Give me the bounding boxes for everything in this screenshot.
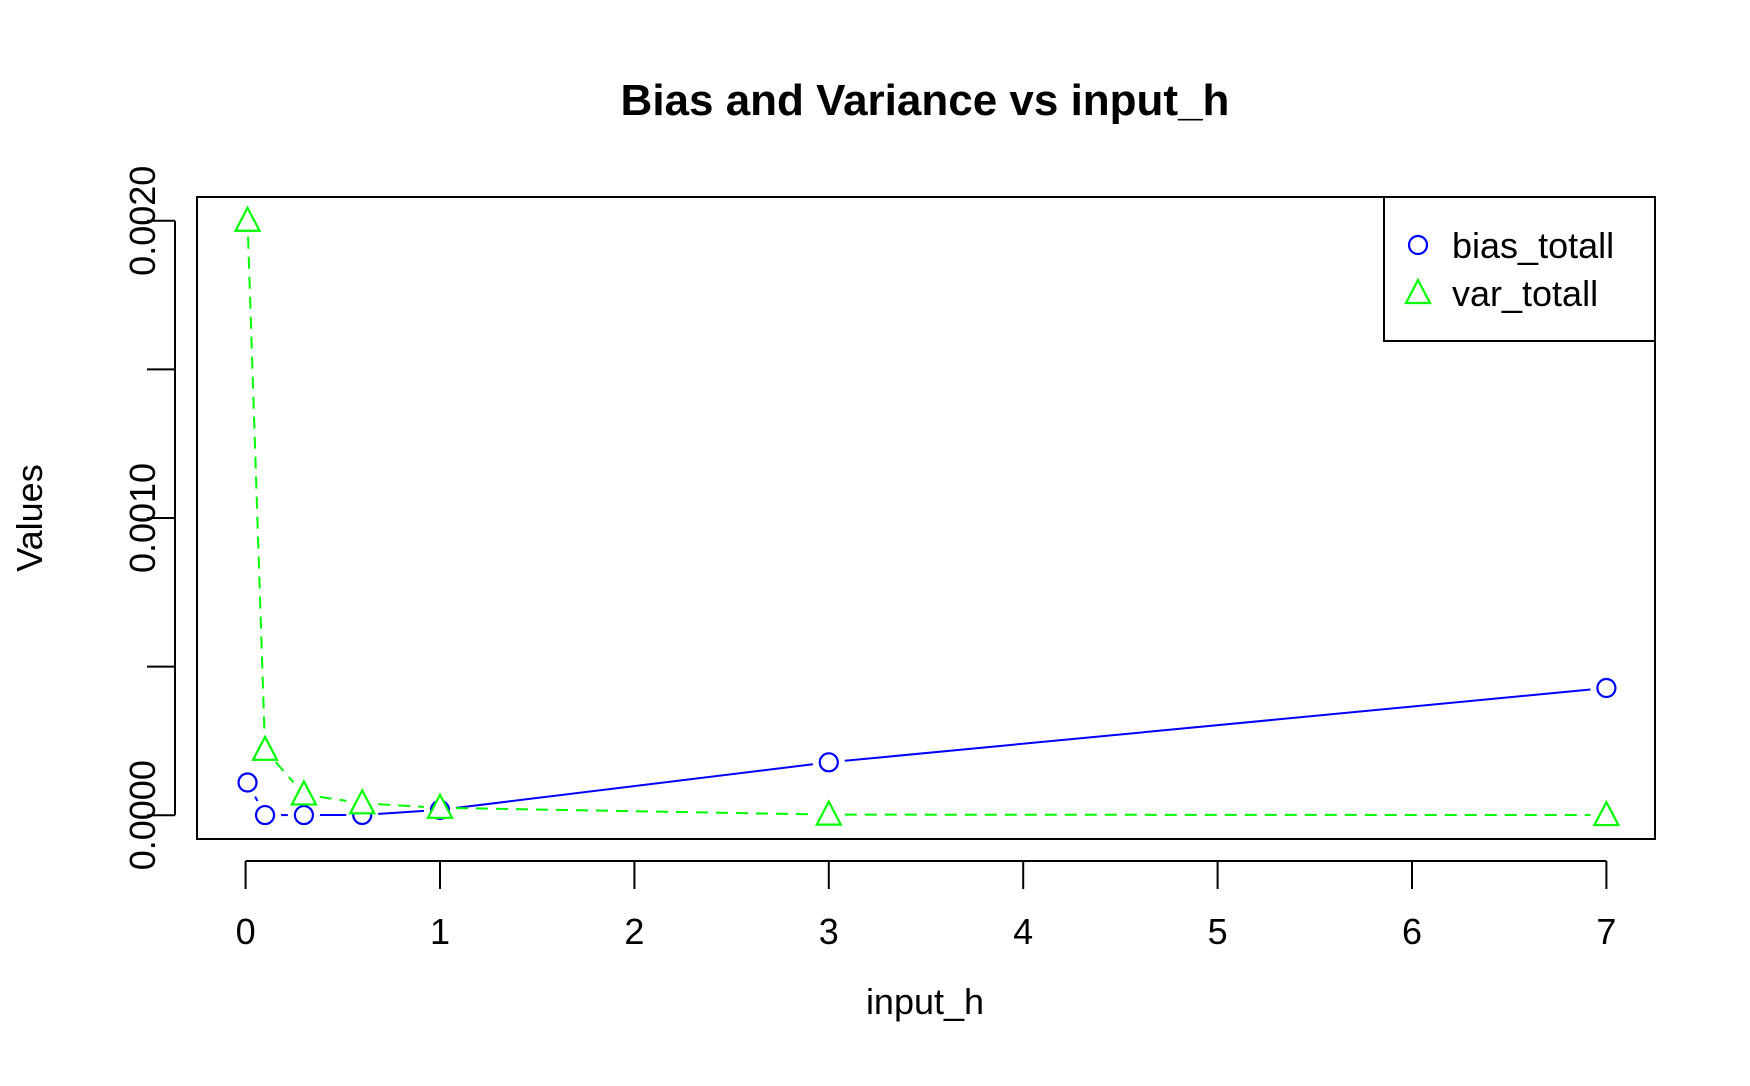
- x-tick-label: 0: [236, 911, 256, 952]
- y-tick-label: 0.0000: [122, 760, 163, 870]
- series-segment: [248, 237, 264, 734]
- legend-label: bias_totall: [1452, 225, 1614, 266]
- legend: bias_totall var_totall: [1384, 197, 1655, 341]
- legend-box: [1384, 197, 1655, 341]
- series-segment: [378, 804, 424, 807]
- y-tick-label: 0.0020: [122, 166, 163, 276]
- legend-marker: [1409, 236, 1427, 254]
- x-tick-label: 2: [624, 911, 644, 952]
- series-segment: [456, 764, 813, 808]
- series-segment: [255, 797, 257, 801]
- x-tick-label: 4: [1013, 911, 1033, 952]
- data-point: [1594, 802, 1618, 825]
- x-tick-label: 1: [430, 911, 450, 952]
- x-tick-label: 5: [1208, 911, 1228, 952]
- y-axis-label: Values: [9, 464, 50, 571]
- data-point: [817, 802, 841, 825]
- legend-label: var_totall: [1452, 273, 1598, 314]
- series-segment: [276, 762, 294, 782]
- data-point: [256, 806, 274, 824]
- series-segment: [845, 690, 1591, 761]
- data-point: [239, 774, 257, 792]
- data-point: [292, 781, 316, 804]
- y-tick-label: 0.0010: [122, 463, 163, 573]
- series-segment: [456, 808, 813, 814]
- data-point: [253, 737, 277, 760]
- x-axis-label: input_h: [866, 981, 984, 1022]
- data-point: [1597, 679, 1615, 697]
- data-point: [295, 806, 313, 824]
- data-point: [820, 753, 838, 771]
- chart-title: Bias and Variance vs input_h: [621, 76, 1230, 125]
- data-point: [236, 208, 260, 231]
- series-segment: [320, 797, 347, 801]
- y-axis: 0.0000 0.0010 0.0020: [122, 166, 175, 871]
- series-segment: [378, 811, 424, 814]
- x-tick-label: 7: [1596, 911, 1616, 952]
- data-point: [350, 790, 374, 813]
- x-tick-label: 6: [1402, 911, 1422, 952]
- x-axis: 0 1 2 3 4 5 6 7: [236, 861, 1617, 952]
- x-tick-label: 3: [819, 911, 839, 952]
